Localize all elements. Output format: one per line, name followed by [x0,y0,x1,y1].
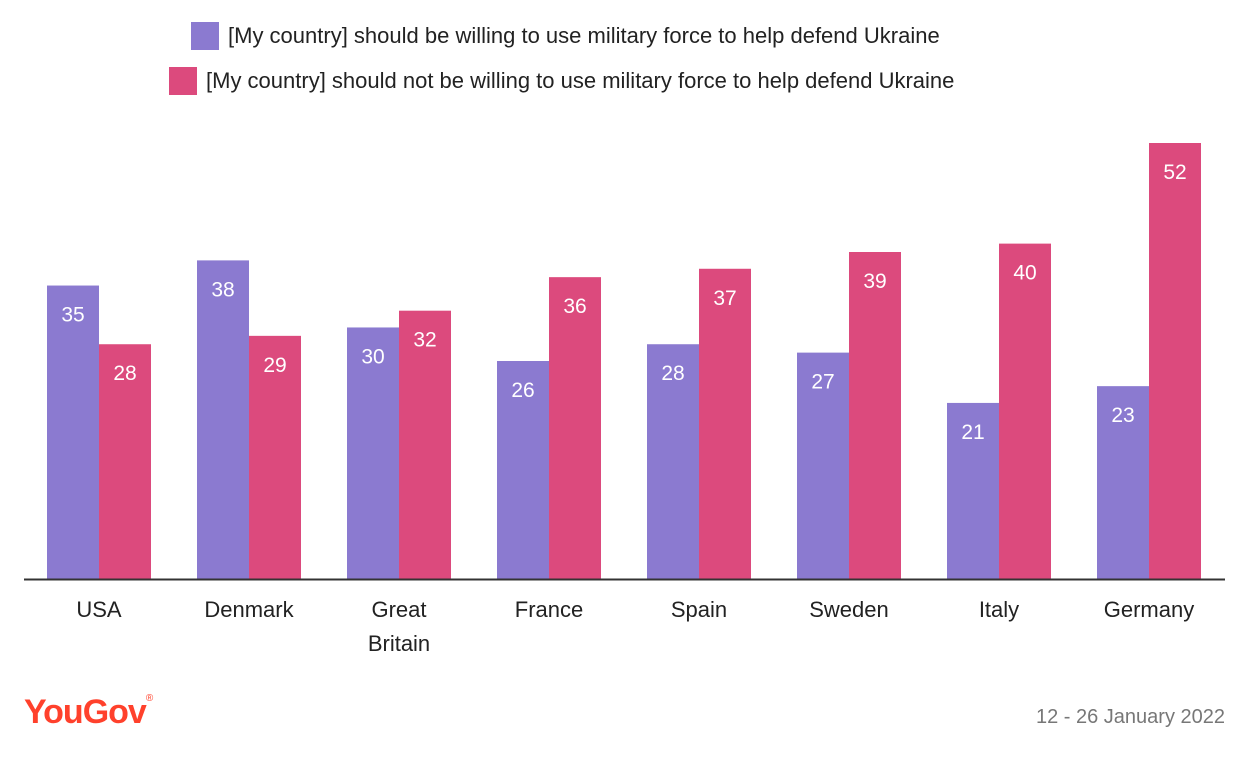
legend-swatch-willing [191,22,219,50]
legend-item-not-willing: [My country] should not be willing to us… [169,67,954,95]
value-label-willing-great-britain: 30 [361,345,384,368]
yougov-logo: YouGov® [24,693,153,732]
date-range: 12 - 26 January 2022 [1035,706,1225,728]
value-label-not-willing-sweden: 39 [863,270,886,293]
category-label-great-britain-line2: Britain [368,631,430,656]
legend-label-not-willing: [My country] should not be willing to us… [206,68,955,93]
bar-not-willing-spain [699,268,751,579]
legend-swatch-not-willing [169,67,197,95]
bar-willing-italy [947,402,999,579]
bar-willing-germany [1097,386,1149,579]
bar-not-willing-great-britain [399,310,451,579]
value-label-not-willing-italy: 40 [1013,262,1036,285]
category-label-sweden: Sweden [809,597,889,622]
bar-not-willing-france [549,277,601,579]
bar-willing-sweden [797,352,849,579]
value-label-not-willing-denmark: 29 [263,354,286,377]
value-label-not-willing-usa: 28 [113,362,136,385]
value-label-willing-germany: 23 [1111,404,1134,427]
bar-not-willing-usa [99,344,151,579]
bar-not-willing-sweden [849,252,901,579]
value-label-willing-italy: 21 [961,421,984,444]
value-label-willing-usa: 35 [61,304,84,327]
category-label-france: France [515,597,583,622]
legend-item-willing: [My country] should be willing to use mi… [191,22,940,50]
bar-not-willing-italy [999,243,1051,579]
value-label-willing-sweden: 27 [811,371,834,394]
value-label-not-willing-france: 36 [563,295,586,318]
value-label-not-willing-spain: 37 [713,287,736,310]
bar-not-willing-germany [1149,143,1201,579]
value-label-not-willing-germany: 52 [1163,161,1186,184]
logo-text: YouGov [24,693,147,731]
registered-mark: ® [145,693,153,704]
category-label-denmark: Denmark [204,597,294,622]
value-label-willing-france: 26 [511,379,534,402]
category-label-germany: Germany [1104,597,1194,622]
bar-willing-denmark [197,260,249,579]
bar-willing-usa [47,285,99,579]
category-label-great-britain-line1: Great [371,597,426,622]
category-label-usa: USA [76,597,122,622]
bar-chart: 35 28 USA 38 29 Denmark 30 32 Great Britain 26 36 Fr… [24,143,1225,656]
value-label-willing-spain: 28 [661,362,684,385]
bar-not-willing-denmark [249,335,301,579]
value-label-not-willing-great-britain: 32 [413,329,436,352]
bar-willing-great-britain [347,327,399,579]
category-label-italy: Italy [979,597,1019,622]
value-label-willing-denmark: 38 [211,278,234,301]
bar-willing-spain [647,344,699,579]
legend-label-willing: [My country] should be willing to use mi… [228,23,940,48]
bar-willing-france [497,361,549,579]
category-label-spain: Spain [671,597,727,622]
